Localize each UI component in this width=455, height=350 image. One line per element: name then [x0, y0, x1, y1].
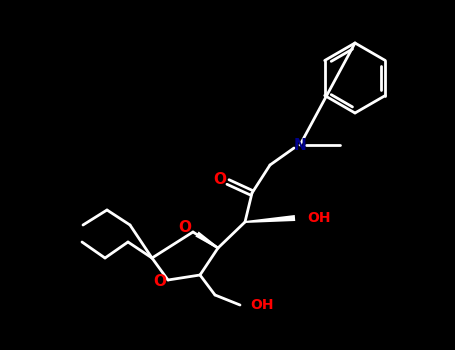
Polygon shape — [245, 215, 295, 223]
Text: OH: OH — [250, 298, 273, 312]
Text: N: N — [293, 138, 306, 153]
Text: O: O — [178, 220, 192, 236]
Polygon shape — [195, 231, 218, 249]
Text: O: O — [213, 172, 227, 187]
Text: OH: OH — [307, 211, 330, 225]
Text: O: O — [153, 274, 167, 289]
